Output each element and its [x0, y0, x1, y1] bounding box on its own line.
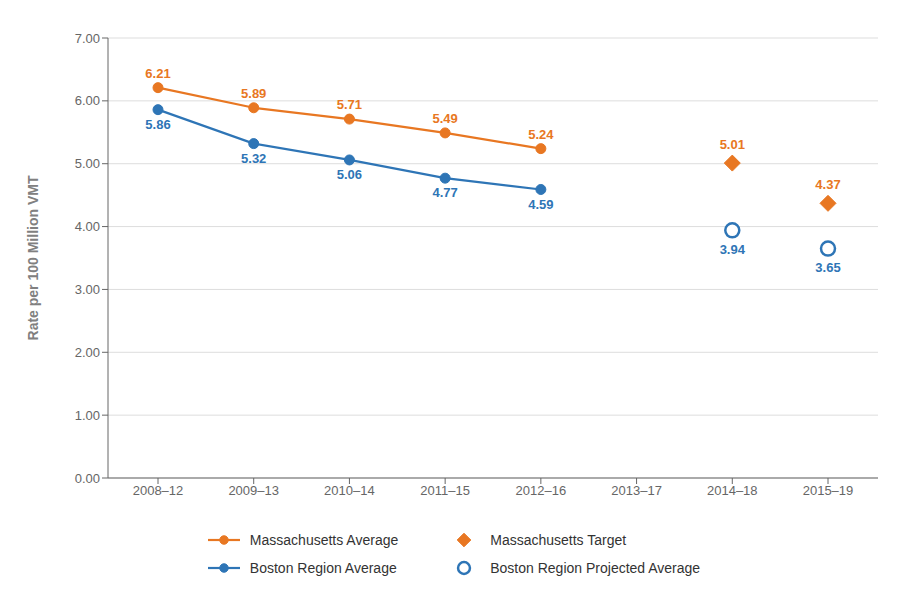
svg-text:7.00: 7.00	[75, 31, 100, 46]
svg-text:5.06: 5.06	[337, 167, 362, 182]
svg-text:2014–18: 2014–18	[707, 483, 758, 498]
svg-text:5.00: 5.00	[75, 156, 100, 171]
html-text:Massachusetts Target: Massachusetts Target	[490, 532, 627, 548]
svg-text:4.59: 4.59	[528, 197, 553, 212]
svg-text:2.00: 2.00	[75, 345, 100, 360]
svg-text:3.00: 3.00	[75, 282, 100, 297]
svg-text:5.49: 5.49	[432, 111, 457, 126]
svg-text:5.32: 5.32	[241, 151, 266, 166]
svg-text:5.86: 5.86	[145, 117, 170, 132]
svg-text:2009–13: 2009–13	[228, 483, 279, 498]
svg-text:3.94: 3.94	[720, 242, 746, 257]
svg-text:1.00: 1.00	[75, 408, 100, 423]
svg-text:3.65: 3.65	[815, 260, 840, 275]
svg-text:4.77: 4.77	[432, 185, 457, 200]
svg-text:6.21: 6.21	[145, 66, 170, 81]
svg-text:Rate per 100 Million VMT: Rate per 100 Million VMT	[25, 175, 41, 340]
svg-text:0.00: 0.00	[75, 471, 100, 486]
svg-text:2011–15: 2011–15	[420, 483, 470, 498]
svg-text:4.00: 4.00	[75, 219, 100, 234]
svg-text:2010–14: 2010–14	[324, 483, 375, 498]
html-text:Boston Region Projected Averag: Boston Region Projected Average	[490, 560, 701, 576]
html-text:Massachusetts Average: Massachusetts Average	[249, 532, 399, 548]
svg-text:4.37: 4.37	[815, 177, 840, 192]
svg-text:2015–19: 2015–19	[803, 483, 854, 498]
svg-text:2012–16: 2012–16	[516, 483, 567, 498]
html-text:Boston Region Average: Boston Region Average	[249, 560, 397, 576]
svg-text:5.24: 5.24	[528, 127, 554, 142]
svg-text:5.71: 5.71	[337, 97, 362, 112]
svg-text:2013–17: 2013–17	[611, 483, 662, 498]
svg-text:5.01: 5.01	[720, 137, 745, 152]
svg-text:5.89: 5.89	[241, 86, 266, 101]
svg-text:6.00: 6.00	[75, 93, 100, 108]
svg-text:2008–12: 2008–12	[133, 483, 184, 498]
